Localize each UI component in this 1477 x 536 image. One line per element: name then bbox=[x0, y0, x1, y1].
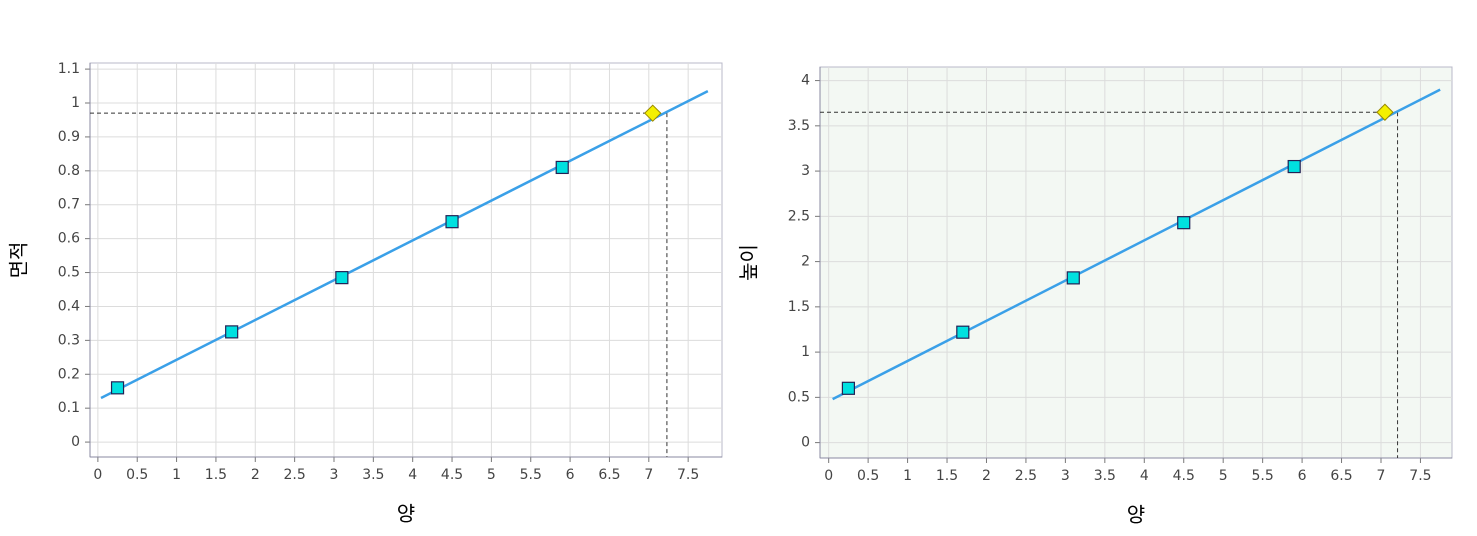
y-tick-label: 0.8 bbox=[58, 163, 80, 179]
x-tick-label: 2.5 bbox=[1015, 468, 1037, 484]
plot-area bbox=[819, 66, 1453, 459]
x-tick-label: 2 bbox=[982, 468, 991, 484]
x-tick-label: 6 bbox=[566, 467, 575, 483]
fit-line bbox=[100, 90, 709, 400]
data-point bbox=[1066, 271, 1080, 285]
y-tick-label: 0.3 bbox=[58, 332, 80, 348]
plot-area bbox=[89, 62, 723, 458]
y-tick-label: 3.5 bbox=[788, 118, 810, 134]
data-point bbox=[110, 381, 125, 395]
y-tick-label: 0.7 bbox=[58, 197, 80, 213]
y-tick-label: 0 bbox=[71, 434, 80, 450]
y-tick-label: 0.4 bbox=[58, 298, 80, 314]
y-tick-label: 1 bbox=[71, 95, 80, 111]
x-tick-label: 2 bbox=[251, 467, 260, 483]
data-point bbox=[445, 215, 459, 229]
x-tick-label: 6 bbox=[1298, 468, 1307, 484]
x-tick-label: 4.5 bbox=[441, 467, 463, 483]
y-tick-label: 0 bbox=[801, 435, 810, 451]
x-tick-label: 0.5 bbox=[857, 468, 879, 484]
x-tick-label: 0 bbox=[93, 467, 102, 483]
data-point bbox=[335, 271, 349, 285]
y-axis-title: 높이 bbox=[737, 244, 761, 281]
x-tick-label: 3 bbox=[330, 467, 339, 483]
y-tick-label: 0.5 bbox=[788, 389, 810, 405]
x-tick-label: 7 bbox=[1377, 468, 1386, 484]
y-tick-label: 0.1 bbox=[58, 400, 80, 416]
x-tick-label: 3.5 bbox=[1094, 468, 1116, 484]
fit-line bbox=[832, 88, 1441, 401]
x-tick-label: 5.5 bbox=[1252, 468, 1274, 484]
y-tick-label: 2.5 bbox=[788, 208, 810, 224]
x-tick-label: 1.5 bbox=[205, 467, 227, 483]
x-tick-label: 2.5 bbox=[283, 467, 305, 483]
data-point bbox=[841, 381, 856, 395]
x-tick-label: 5 bbox=[487, 467, 496, 483]
x-tick-label: 6.5 bbox=[1330, 468, 1352, 484]
x-tick-label: 7.5 bbox=[677, 467, 699, 483]
x-tick-label: 3 bbox=[1061, 468, 1070, 484]
y-tick-label: 4 bbox=[801, 73, 810, 89]
x-tick-label: 5 bbox=[1219, 468, 1228, 484]
data-point bbox=[555, 160, 569, 175]
data-point bbox=[225, 325, 239, 339]
x-tick-label: 1 bbox=[172, 467, 181, 483]
data-point bbox=[1287, 159, 1301, 174]
x-tick-label: 0.5 bbox=[126, 467, 148, 483]
x-tick-label: 7.5 bbox=[1409, 468, 1431, 484]
data-point bbox=[1177, 216, 1191, 230]
chart: 0 0.1 0.2 0.3 0.4 0.5 0.6 0.7 0.8 0.9 1 1.1 0 0.5 1 1.5… bbox=[7, 61, 723, 526]
x-axis-title: 양 bbox=[397, 502, 415, 526]
y-tick-label: 2 bbox=[801, 254, 810, 270]
x-tick-label: 6.5 bbox=[598, 467, 620, 483]
x-tick-label: 4 bbox=[408, 467, 417, 483]
x-tick-label: 7 bbox=[644, 467, 653, 483]
highlight-point bbox=[644, 104, 662, 122]
y-axis-title: 면적 bbox=[7, 242, 31, 279]
y-tick-label: 1.5 bbox=[788, 299, 810, 315]
x-tick-label: 4 bbox=[1140, 468, 1149, 484]
x-axis-title: 양 bbox=[1127, 503, 1145, 527]
x-tick-label: 0 bbox=[824, 468, 833, 484]
chart: 0 0.5 1 1.5 2 2.5 3 3.5 4 0 0.5 1 1.5 2 2.5 3 3.5 4 4.5 5 5.… bbox=[737, 66, 1453, 527]
x-tick-label: 4.5 bbox=[1173, 468, 1195, 484]
x-tick-label: 1 bbox=[903, 468, 912, 484]
x-tick-label: 3.5 bbox=[362, 467, 384, 483]
y-tick-label: 1 bbox=[801, 344, 810, 360]
y-tick-label: 0.2 bbox=[58, 366, 80, 382]
highlight-point bbox=[1376, 103, 1394, 121]
x-tick-label: 5.5 bbox=[520, 467, 542, 483]
y-tick-label: 3 bbox=[801, 163, 810, 179]
y-tick-label: 0.9 bbox=[58, 129, 80, 145]
x-tick-label: 1.5 bbox=[936, 468, 958, 484]
y-tick-label: 0.5 bbox=[58, 265, 80, 281]
y-tick-label: 1.1 bbox=[58, 61, 80, 77]
y-tick-label: 0.6 bbox=[58, 231, 80, 247]
data-point bbox=[956, 325, 970, 339]
